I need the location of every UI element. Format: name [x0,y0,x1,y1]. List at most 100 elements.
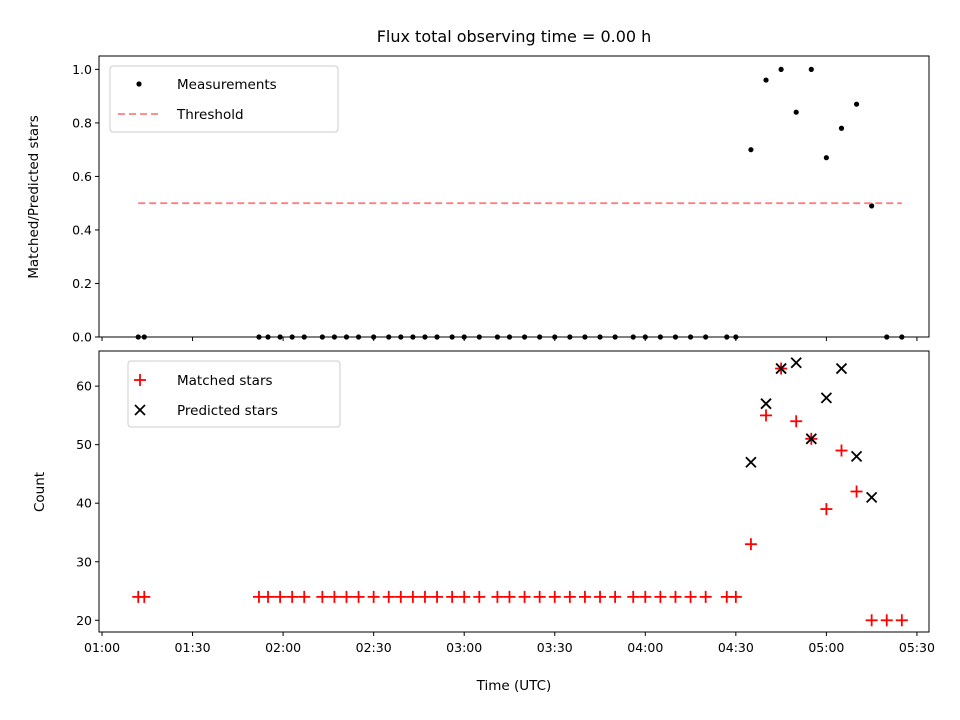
measurement-point [301,334,307,340]
y-tick-label: 40 [76,496,92,511]
matched-star-point [684,590,697,603]
legend-measurements-label: Measurements [177,77,277,93]
matched-star-point [548,590,561,603]
matched-star-point [138,590,151,603]
measurement-point [331,334,338,340]
measurement-point [748,147,754,153]
y-tick-label: 30 [76,554,92,569]
measurement-point [552,334,558,340]
matched-star-point [406,590,419,603]
measurement-point [884,334,890,340]
matched-star-point [835,444,848,457]
matched-star-point [503,590,516,603]
measurement-point [343,334,350,340]
y-tick-label: 1.0 [72,62,92,77]
measurement-point [398,334,404,340]
x-tick-label: 01:30 [175,640,211,655]
ratio-legend: Measurements Threshold [109,65,339,133]
measurement-point [778,66,784,72]
matched-star-point [286,590,299,603]
measurement-point [265,334,271,340]
count-panel-frame [98,350,930,633]
measurement-point [449,334,455,340]
measurement-point [838,125,845,131]
matched-star-point [518,590,531,603]
measurement-point [703,334,709,340]
chart-title: Flux total observing time = 0.00 h [377,27,652,46]
measurement-point [672,334,679,340]
measurement-point [434,334,440,340]
x-tick-label: 03:00 [446,640,482,655]
measurement-point [793,109,799,115]
measurement-point [823,155,829,161]
y-tick-label: 0.4 [72,222,92,237]
legend-threshold-label: Threshold [176,107,244,123]
matched-star-point [352,590,365,603]
predicted-star-point [866,491,878,503]
measurement-point [869,203,875,209]
matched-star-point [729,590,742,603]
count-y-axis-label: Count [32,472,48,512]
predicted-star-point [820,392,833,404]
matched-star-point [340,590,353,603]
measurement-point [371,334,377,340]
count-legend-box [127,360,341,428]
legend-predicted-label: Predicted stars [177,403,278,419]
matched-star-point [760,409,773,422]
measurement-point [567,334,573,340]
measurement-point [597,334,603,340]
measurement-point [657,334,663,340]
matched-star-point [699,590,712,603]
x-tick-label: 05:30 [899,640,935,655]
measurement-point [135,334,141,340]
x-axis-label: Time (UTC) [476,678,552,694]
legend-measurements-marker [136,81,142,87]
measurement-point [277,334,283,340]
predicted-star-point [835,362,848,375]
measurement-point [763,77,769,83]
measurement-point [899,334,905,340]
matched-star-point [431,590,444,603]
x-tick-label: 03:30 [537,640,573,655]
x-tick-label: 02:00 [265,640,301,655]
ratio-marks [135,66,905,340]
matched-star-point [627,590,640,603]
measurement-point [630,334,636,340]
matched-star-point [491,590,504,603]
matched-star-point [850,485,863,498]
y-tick-label: 20 [76,613,92,628]
measurement-point [853,101,860,107]
measurement-point [256,334,262,340]
matched-star-point [446,590,459,603]
matched-star-point [880,614,893,627]
measurement-point [537,334,543,340]
matched-star-point [820,503,833,516]
ratio-y-axis-label: Matched/Predicted stars [26,115,42,278]
count-x-ticks: 01:00 01:30 02:00 02:30 03:00 03:30 04:00 04:30… [84,632,935,655]
measurement-point [422,334,428,340]
measurement-point [808,66,814,72]
ratio-panel: 0.0 0.2 0.4 0.6 0.8 1.0 Matched/Predicted sta… [26,55,930,345]
predicted-star-point [745,456,757,468]
legend-matched-label: Matched stars [177,373,273,389]
matched-star-point [382,590,395,603]
matched-star-point [394,590,407,603]
count-legend: Matched stars Predicted stars [127,360,341,428]
measurement-point [521,334,528,340]
matched-star-point [262,590,275,603]
measurement-point [461,334,467,340]
matched-star-point [865,614,878,627]
predicted-star-point [850,450,863,463]
measurement-point [724,334,730,340]
matched-star-point [367,590,380,603]
measurement-point [582,334,588,340]
measurement-point [410,334,416,340]
matched-star-point [594,590,607,603]
measurement-point [506,334,513,340]
y-tick-label: 60 [76,379,92,394]
matched-star-point [790,415,803,428]
matched-star-point [298,590,311,603]
predicted-star-point [805,433,817,445]
matched-star-point [654,590,667,603]
predicted-star-point [760,398,772,410]
